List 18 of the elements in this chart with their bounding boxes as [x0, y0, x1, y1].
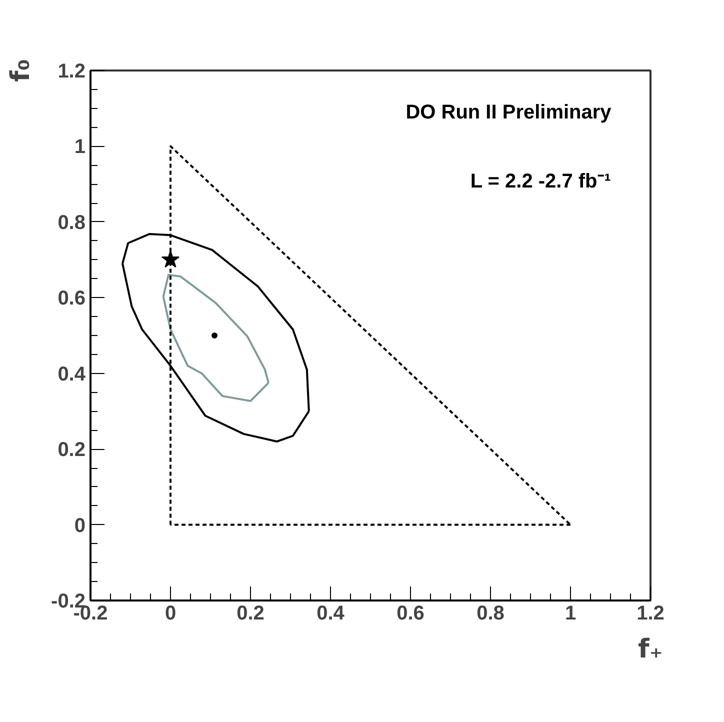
y-tick-label: 0.2 [58, 439, 86, 462]
y-tick-label: 0 [74, 514, 86, 537]
x-tick-label: 0 [164, 602, 176, 624]
x-tick-label: 0.6 [396, 602, 424, 624]
x-tick-label: 1.2 [636, 602, 664, 624]
y-tick-label: 0.6 [58, 288, 86, 310]
annotation: L = 2.2 -2.7 fb⁻¹ [470, 170, 612, 192]
x-tick-label: 0.8 [476, 602, 504, 624]
x-axis-title: f₊ [638, 634, 664, 664]
annotation: DO Run II Preliminary [406, 102, 612, 124]
x-tick-label: 1 [564, 602, 576, 624]
x-tick-label: 0.4 [316, 602, 346, 624]
y-tick-label: 0.8 [58, 212, 86, 234]
y-axis-title: f₀ [6, 59, 36, 82]
x-tick-label: 0.2 [236, 602, 264, 624]
y-tick-label: 1.2 [58, 60, 86, 82]
y-tick-label: 1 [74, 136, 86, 158]
y-tick-label: 0.4 [58, 363, 86, 386]
